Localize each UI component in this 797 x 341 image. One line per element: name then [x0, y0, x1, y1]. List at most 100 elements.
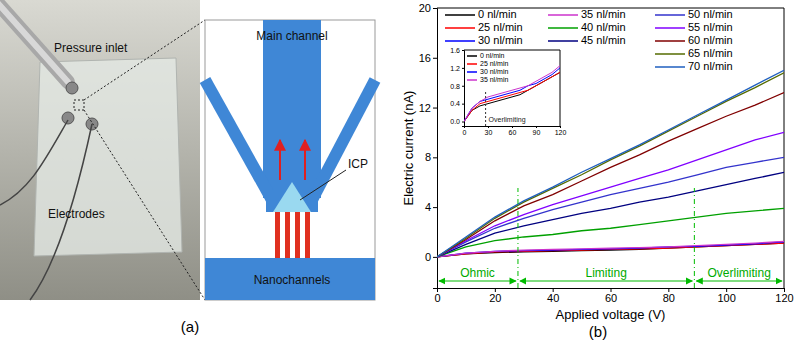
legend-entry: 65 nl/min [688, 47, 733, 59]
port [66, 82, 78, 94]
tick-label: 20 [489, 292, 501, 304]
tick: 20 [489, 288, 501, 304]
zoom-box [74, 100, 84, 110]
series-line [437, 241, 784, 257]
panel-label: (a) [181, 318, 199, 335]
series-line [437, 157, 784, 257]
flow-arrow [304, 140, 306, 180]
frame [560, 50, 561, 126]
chart: 03060901200.00.40.81.21.60 nl/min25 nl/m… [450, 47, 566, 136]
region-label: Overlimiting [707, 266, 770, 280]
axis-line [462, 51, 465, 127]
region-label: Ohmic [460, 266, 495, 280]
region-arrow [696, 280, 782, 281]
tick-label: 30 [485, 129, 493, 136]
tick-label: 1.6 [450, 47, 460, 54]
annotation-line [485, 92, 486, 126]
tick: 80 [663, 288, 675, 304]
zoom-line [84, 110, 205, 300]
tick-mark [512, 126, 513, 128]
region-label: Limiting [585, 266, 626, 280]
tick-label: 0.4 [450, 100, 460, 107]
tick-label: 0.0 [450, 118, 460, 125]
tick-label: 120 [555, 129, 567, 136]
flow-arrow [279, 140, 281, 180]
legend-entry: 35 nl/min [581, 8, 626, 20]
nanochannel-stripe [295, 212, 300, 258]
region-arrow [439, 280, 516, 281]
tick-label: 20 [419, 2, 431, 14]
series-line [437, 93, 784, 257]
tick-mark [536, 126, 537, 128]
legend-swatch [445, 40, 475, 42]
legend-swatch [655, 27, 685, 29]
legend-entry: 0 nl/min [480, 52, 505, 59]
tick: 60 [509, 126, 517, 136]
panel-label: (b) [589, 323, 607, 340]
schematic-frame [205, 20, 375, 300]
region-boundary [517, 188, 518, 288]
tick-label: 8 [425, 151, 431, 163]
tick-mark [488, 126, 489, 128]
legend-swatch [655, 53, 685, 55]
tick: 100 [717, 288, 735, 304]
tick: 4 [425, 201, 437, 213]
legend-entry: 25 nl/min [480, 60, 509, 67]
tick-mark [462, 122, 464, 123]
tick-label: 90 [533, 129, 541, 136]
side-channel [205, 80, 272, 200]
series-line [464, 66, 560, 122]
side-channel [312, 80, 375, 200]
nanochannel-stripe [300, 212, 305, 258]
tick-label: 1.2 [450, 65, 460, 72]
tick-mark [433, 58, 437, 59]
legend-swatch [467, 79, 477, 81]
schematic-label: ICP [348, 157, 368, 171]
y-axis: 0.00.40.81.21.6 [450, 47, 464, 127]
tick-label: 40 [547, 292, 559, 304]
plot-background [437, 8, 784, 288]
legend-swatch [467, 55, 477, 57]
series-line [437, 172, 784, 257]
legend-swatch [467, 71, 477, 73]
tick: 60 [605, 288, 617, 304]
tick: 8 [425, 151, 437, 163]
legend-entry: 35 nl/min [480, 76, 509, 83]
legend-swatch [548, 14, 578, 16]
frame [784, 8, 785, 288]
x-axis: 0 30 60 90 120 [463, 126, 567, 136]
tick-label: 100 [717, 292, 735, 304]
tick-mark [462, 86, 464, 87]
legend-entry: 30 nl/min [478, 34, 523, 46]
tick: 0 [434, 288, 440, 304]
port [62, 112, 74, 124]
legend: 0 nl/min25 nl/min30 nl/min35 nl/min40 nl… [445, 8, 733, 72]
tick: 0.4 [450, 100, 464, 107]
tick: 40 [547, 288, 559, 304]
y-axis: 048121620 [419, 2, 438, 288]
legend-entry: 0 nl/min [478, 8, 517, 20]
tick: 0 [463, 126, 467, 136]
legend-swatch [655, 40, 685, 42]
legend-swatch [548, 40, 578, 42]
schematic-label: Nanochannels [254, 273, 331, 287]
frame [464, 50, 560, 51]
region-boundary [694, 188, 695, 288]
tick-label: 60 [509, 129, 517, 136]
nanochannel-stripe [280, 212, 285, 258]
x-axis: 020406080100120 [434, 288, 793, 304]
plot-area [464, 66, 560, 122]
axis-line [465, 127, 561, 129]
legend-swatch [445, 27, 475, 29]
photo-label: Electrodes [48, 207, 105, 221]
tick-mark [433, 157, 437, 158]
tick: 20 [419, 2, 437, 14]
electrode-wire [0, 120, 68, 205]
schematic: Main channelNanochannelsICP [205, 20, 375, 300]
legend-entry: 45 nl/min [581, 34, 626, 46]
region-arrow [520, 280, 692, 281]
tick: 90 [533, 126, 541, 136]
legend-entry: 50 nl/min [688, 8, 733, 20]
tick-mark [462, 50, 464, 51]
nanochannel-stripe [290, 212, 295, 258]
